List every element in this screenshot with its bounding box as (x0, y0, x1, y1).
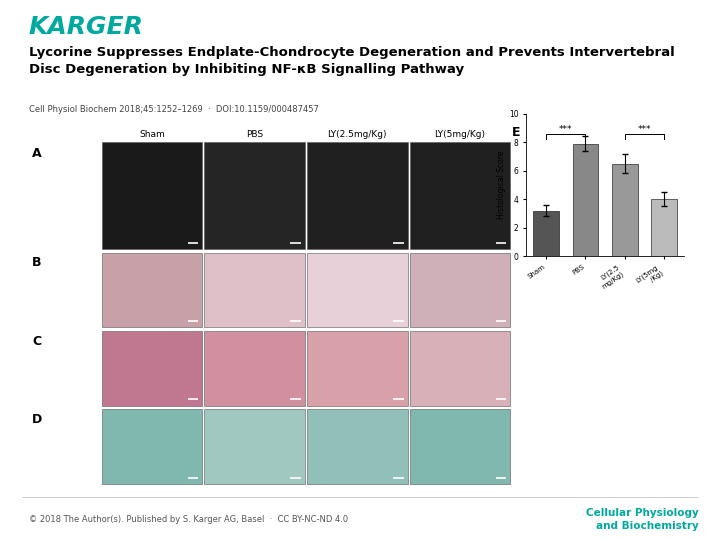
Bar (410, 253, 510, 327)
Text: LY(2.5mg/Kg): LY(2.5mg/Kg) (328, 130, 387, 139)
Text: A: A (32, 147, 42, 160)
Text: E: E (513, 126, 521, 139)
Bar (307, 142, 408, 249)
Text: LY(5mg/Kg): LY(5mg/Kg) (435, 130, 485, 139)
Bar (204, 331, 305, 406)
Text: Sham: Sham (139, 130, 165, 139)
Bar (410, 142, 510, 249)
Text: ***: *** (559, 125, 572, 133)
Bar (410, 409, 510, 484)
Bar (534, 211, 559, 256)
Bar (410, 331, 510, 406)
Text: Cellular Physiology
and Biochemistry: Cellular Physiology and Biochemistry (585, 508, 698, 531)
Y-axis label: Histological Score: Histological Score (497, 151, 506, 219)
Bar (572, 144, 598, 256)
Bar (102, 253, 202, 327)
Bar (307, 331, 408, 406)
Bar (102, 142, 202, 249)
Bar (204, 409, 305, 484)
Text: ***: *** (638, 125, 651, 133)
Bar (612, 164, 637, 256)
Text: C: C (32, 335, 41, 348)
Text: Lycorine Suppresses Endplate-Chondrocyte Degeneration and Prevents Intervertebra: Lycorine Suppresses Endplate-Chondrocyte… (29, 46, 675, 76)
Bar (102, 331, 202, 406)
Bar (204, 142, 305, 249)
Bar (204, 253, 305, 327)
Bar (102, 409, 202, 484)
Bar (307, 409, 408, 484)
Bar (652, 199, 677, 256)
Text: © 2018 The Author(s). Published by S. Karger AG, Basel  ·  CC BY-NC-ND 4.0: © 2018 The Author(s). Published by S. Ka… (29, 515, 348, 524)
Text: Cell Physiol Biochem 2018;45:1252–1269  ·  DOI:10.1159/000487457: Cell Physiol Biochem 2018;45:1252–1269 ·… (29, 105, 319, 114)
Text: KARGER: KARGER (29, 15, 144, 39)
Text: B: B (32, 256, 42, 269)
Text: D: D (32, 413, 42, 426)
Text: PBS: PBS (246, 130, 264, 139)
Bar (307, 253, 408, 327)
